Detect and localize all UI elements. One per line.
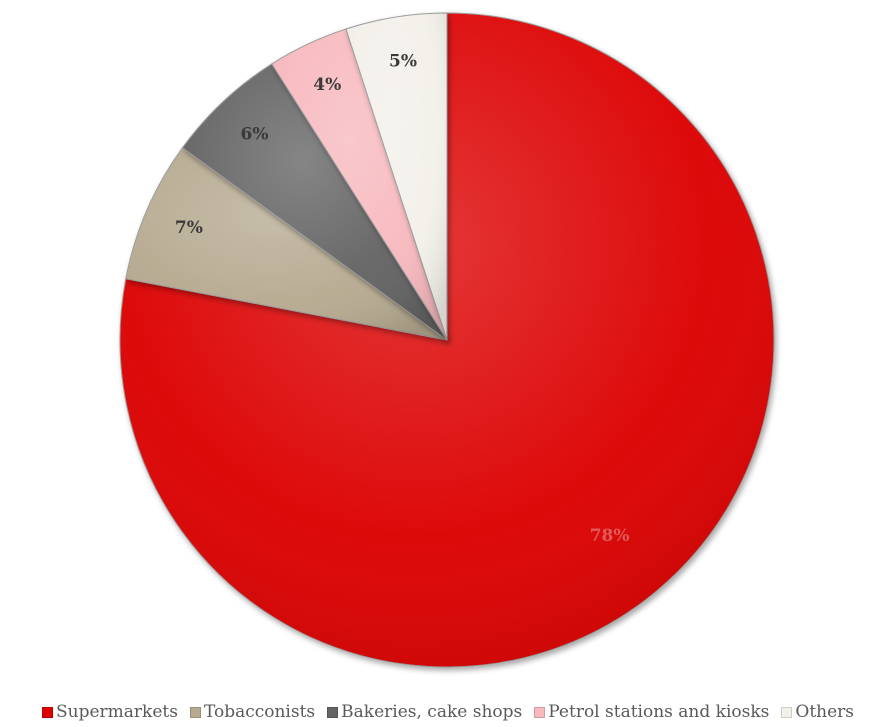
legend-item-supermarkets: Supermarkets (42, 702, 178, 722)
legend-label-others: Others (795, 702, 854, 722)
data-label-bakeries-cake-shops: 6% (241, 125, 269, 145)
legend: Supermarkets Tobacconists Bakeries, cake s… (0, 700, 896, 724)
legend-item-tobacconists: Tobacconists (190, 702, 315, 722)
legend-swatch-others (781, 707, 792, 718)
legend-item-others: Others (781, 702, 854, 722)
data-label-supermarkets: 78% (590, 526, 630, 546)
legend-swatch-supermarkets (42, 707, 53, 718)
data-label-tobacconists: 7% (175, 218, 203, 238)
legend-swatch-bakeries-cake-shops (327, 707, 338, 718)
legend-label-bakeries-cake-shops: Bakeries, cake shops (341, 702, 522, 722)
legend-label-supermarkets: Supermarkets (56, 702, 178, 722)
data-label-petrol-stations-and-kiosks: 4% (313, 75, 341, 95)
legend-label-tobacconists: Tobacconists (204, 702, 315, 722)
legend-item-bakeries-cake-shops: Bakeries, cake shops (327, 702, 522, 722)
data-label-others: 5% (389, 52, 417, 72)
legend-item-petrol-stations-and-kiosks: Petrol stations and kiosks (534, 702, 769, 722)
pie-svg: 78% 7% 6% 4% 5% (0, 0, 896, 700)
legend-label-petrol-stations-and-kiosks: Petrol stations and kiosks (548, 702, 769, 722)
legend-swatch-petrol-stations-and-kiosks (534, 707, 545, 718)
legend-swatch-tobacconists (190, 707, 201, 718)
pie-slices (120, 13, 774, 667)
